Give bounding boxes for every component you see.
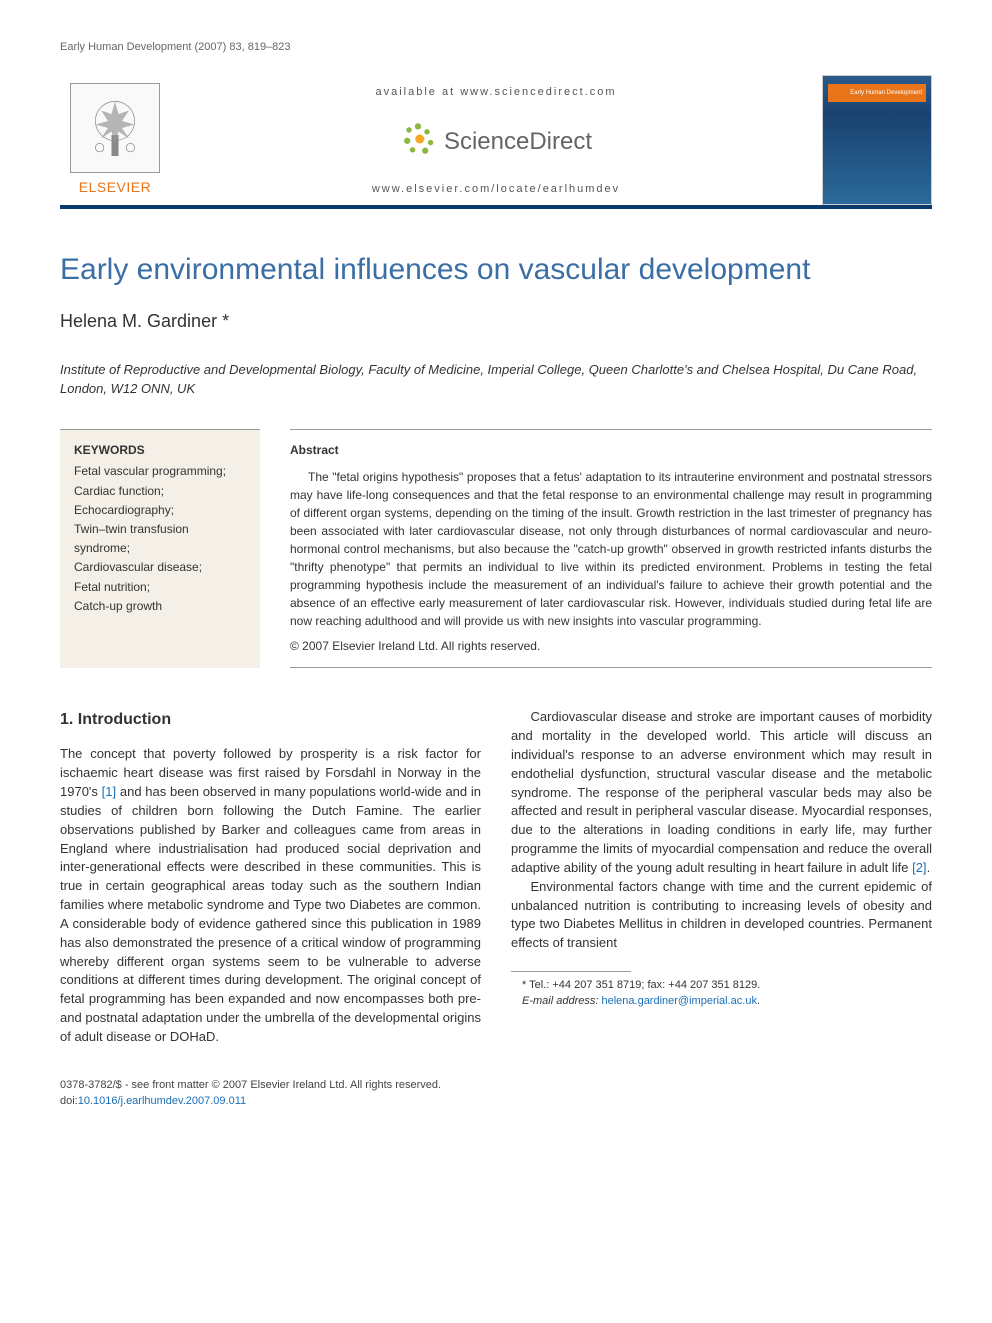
sciencedirect-icon bbox=[400, 121, 436, 162]
masthead-center: available at www.sciencedirect.com Scien… bbox=[170, 75, 822, 205]
email-suffix: . bbox=[757, 995, 760, 1007]
abstract-text: The "fetal origins hypothesis" proposes … bbox=[290, 468, 932, 630]
footer-doi-line: doi:10.1016/j.earlhumdev.2007.09.011 bbox=[60, 1093, 932, 1110]
publisher-logo-block: ELSEVIER bbox=[60, 75, 170, 205]
publisher-name: ELSEVIER bbox=[79, 178, 151, 198]
author-email-link[interactable]: helena.gardiner@imperial.ac.uk bbox=[601, 995, 756, 1007]
body-paragraph-2: Cardiovascular disease and stroke are im… bbox=[511, 708, 932, 878]
citation-1[interactable]: [1] bbox=[102, 784, 116, 799]
email-footnote: E-mail address: helena.gardiner@imperial… bbox=[511, 994, 932, 1010]
masthead: ELSEVIER available at www.sciencedirect.… bbox=[60, 75, 932, 209]
author-affiliation: Institute of Reproductive and Developmen… bbox=[60, 360, 932, 399]
sciencedirect-text: ScienceDirect bbox=[444, 125, 592, 159]
cover-title: Early Human Development bbox=[850, 90, 922, 96]
sciencedirect-brand: ScienceDirect bbox=[190, 121, 802, 162]
section-heading-intro: 1. Introduction bbox=[60, 708, 481, 731]
body-p2a: Cardiovascular disease and stroke are im… bbox=[511, 709, 932, 875]
body-p2b: . bbox=[927, 860, 931, 875]
journal-cover-thumbnail: Early Human Development bbox=[822, 75, 932, 205]
body-columns: 1. Introduction The concept that poverty… bbox=[60, 708, 932, 1047]
body-paragraph-1: The concept that poverty followed by pro… bbox=[60, 745, 481, 1047]
abstract-copyright: © 2007 Elsevier Ireland Ltd. All rights … bbox=[290, 638, 932, 655]
footer-copyright: 0378-3782/$ - see front matter © 2007 El… bbox=[60, 1077, 932, 1094]
running-head: Early Human Development (2007) 83, 819–8… bbox=[60, 40, 932, 55]
keywords-heading: KEYWORDS bbox=[74, 442, 246, 459]
body-paragraph-3: Environmental factors change with time a… bbox=[511, 878, 932, 953]
author-name: Helena M. Gardiner * bbox=[60, 309, 932, 334]
abstract-box: Abstract The "fetal origins hypothesis" … bbox=[290, 429, 932, 669]
doi-link[interactable]: 10.1016/j.earlhumdev.2007.09.011 bbox=[78, 1095, 246, 1107]
footer-block: 0378-3782/$ - see front matter © 2007 El… bbox=[60, 1077, 932, 1110]
keywords-list: Fetal vascular programming; Cardiac func… bbox=[74, 462, 246, 616]
journal-url: www.elsevier.com/locate/earlhumdev bbox=[190, 182, 802, 197]
corresponding-author-footnote: * Tel.: +44 207 351 8719; fax: +44 207 3… bbox=[511, 978, 932, 994]
article-title: Early environmental influences on vascul… bbox=[60, 249, 932, 291]
footnote-separator bbox=[511, 971, 631, 972]
available-at-text: available at www.sciencedirect.com bbox=[190, 85, 802, 100]
cover-strip: Early Human Development bbox=[828, 84, 926, 102]
email-label: E-mail address: bbox=[522, 995, 601, 1007]
abstract-heading: Abstract bbox=[290, 442, 932, 459]
abstract-keywords-wrap: KEYWORDS Fetal vascular programming; Car… bbox=[60, 429, 932, 669]
body-p1b: and has been observed in many population… bbox=[60, 784, 481, 969]
doi-prefix: doi: bbox=[60, 1095, 78, 1107]
elsevier-tree-icon bbox=[70, 83, 160, 173]
keywords-box: KEYWORDS Fetal vascular programming; Car… bbox=[60, 429, 260, 669]
citation-2[interactable]: [2] bbox=[912, 860, 926, 875]
